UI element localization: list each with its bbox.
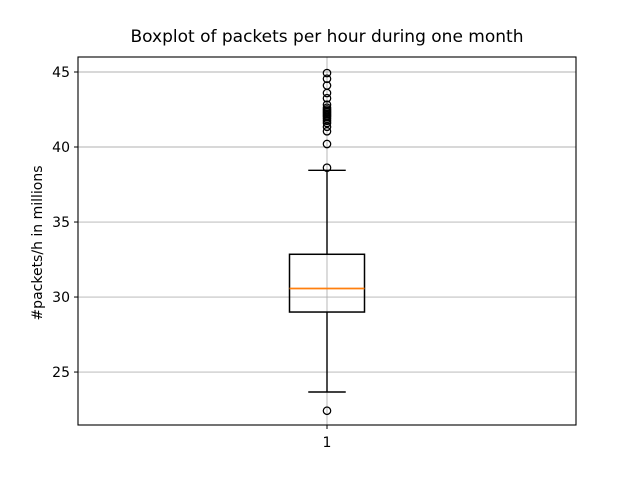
outlier-marker	[322, 163, 332, 173]
outlier-marker	[322, 100, 332, 110]
box	[288, 253, 366, 313]
outlier-marker	[322, 74, 332, 84]
outlier-marker	[322, 126, 332, 136]
x-tick-label: 1	[323, 435, 332, 451]
chart-title: Boxplot of packets per hour during one m…	[130, 27, 524, 47]
y-tick-label: 45	[52, 65, 70, 81]
y-tick-label: 40	[52, 140, 70, 156]
outlier-marker	[322, 93, 332, 103]
y-tick-label: 25	[52, 365, 70, 381]
outlier-marker	[322, 68, 332, 78]
outlier-marker	[322, 139, 332, 149]
outlier-marker	[322, 81, 332, 90]
outlier-marker	[322, 103, 332, 113]
outlier-marker	[322, 406, 332, 416]
y-tick-label: 35	[52, 215, 70, 231]
y-tick-label: 30	[52, 290, 70, 306]
